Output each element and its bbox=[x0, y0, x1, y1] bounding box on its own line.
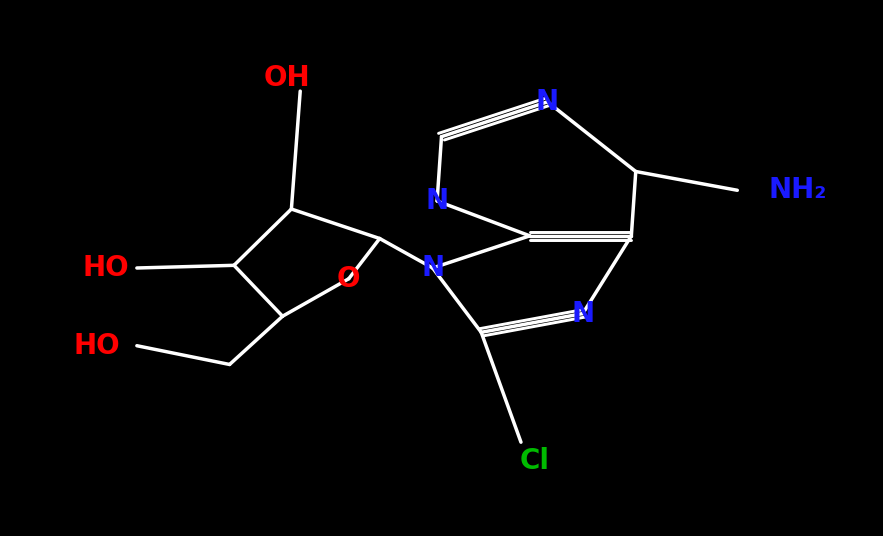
Text: N: N bbox=[426, 187, 449, 215]
Text: NH₂: NH₂ bbox=[768, 176, 826, 204]
Text: HO: HO bbox=[83, 254, 129, 282]
Text: Cl: Cl bbox=[519, 447, 549, 475]
Text: N: N bbox=[421, 254, 444, 282]
Text: HO: HO bbox=[74, 332, 120, 360]
Text: OH: OH bbox=[264, 64, 310, 92]
Text: O: O bbox=[337, 265, 360, 293]
Text: N: N bbox=[571, 300, 594, 327]
Text: N: N bbox=[536, 88, 559, 116]
